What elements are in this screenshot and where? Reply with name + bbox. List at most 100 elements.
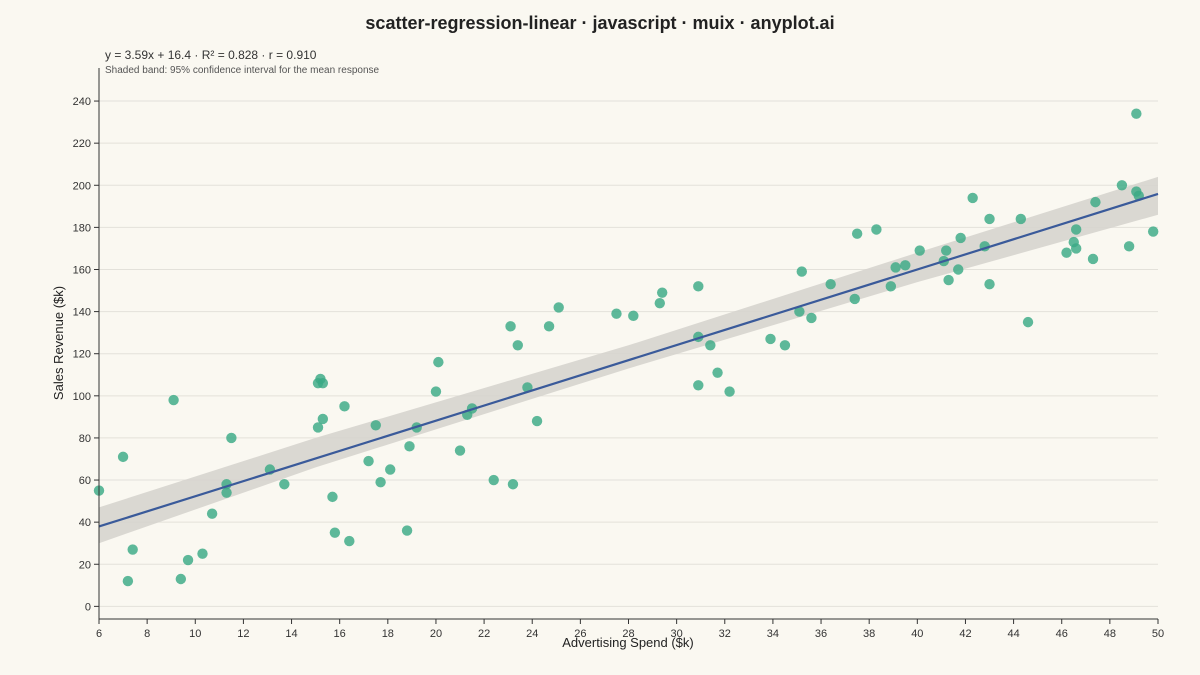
y-tick-label: 120 <box>73 349 91 361</box>
data-point <box>712 367 723 378</box>
x-tick-label: 48 <box>1104 628 1116 640</box>
y-tick-label: 160 <box>73 264 91 276</box>
data-point <box>221 487 232 498</box>
data-point <box>693 380 704 391</box>
x-tick-label: 12 <box>237 628 249 640</box>
data-point <box>543 321 555 332</box>
y-tick-label: 20 <box>79 559 91 571</box>
data-point <box>1022 316 1034 328</box>
x-tick-label: 34 <box>767 628 779 640</box>
regression-annotation: y = 3.59x + 16.4 · R² = 0.828 · r = 0.91… <box>105 48 317 62</box>
data-point <box>553 302 564 313</box>
data-point <box>329 527 341 538</box>
data-point <box>385 464 396 475</box>
data-point <box>1090 196 1101 208</box>
data-point <box>363 455 374 467</box>
data-point <box>1087 253 1099 265</box>
data-point <box>705 340 716 351</box>
data-point <box>226 432 237 444</box>
y-tick-label: 200 <box>73 180 91 192</box>
data-point <box>1015 213 1027 225</box>
x-tick-label: 28 <box>622 628 634 640</box>
data-point <box>182 554 194 566</box>
x-tick-label: 36 <box>815 628 827 640</box>
data-point <box>941 245 952 256</box>
confidence-band-note: Shaded band: 95% confidence interval for… <box>105 65 380 76</box>
data-point <box>317 377 329 389</box>
x-tick-label: 8 <box>144 628 150 640</box>
y-tick-label: 80 <box>79 433 91 445</box>
data-point <box>401 525 413 536</box>
y-tick-label: 100 <box>73 391 91 403</box>
x-axis-title: Advertising Spend ($k) <box>562 635 694 650</box>
x-tick-label: 40 <box>911 628 923 640</box>
x-tick-label: 14 <box>285 628 297 640</box>
data-point <box>175 573 187 585</box>
x-tick-label: 24 <box>526 628 538 640</box>
data-point <box>693 281 704 292</box>
data-point <box>1123 241 1135 252</box>
data-point <box>507 479 519 490</box>
data-point <box>943 274 954 286</box>
data-point <box>197 548 208 559</box>
data-point <box>327 491 338 503</box>
x-tick-label: 26 <box>574 628 586 640</box>
regression-line <box>98 192 1159 528</box>
data-point <box>779 340 791 351</box>
x-tick-label: 10 <box>189 628 201 640</box>
data-point <box>1147 226 1159 237</box>
chart-title: scatter-regression-linear · javascript ·… <box>365 13 835 33</box>
y-axis-title: Sales Revenue ($k) <box>51 286 66 400</box>
data-point <box>724 386 735 397</box>
data-point <box>654 297 665 309</box>
y-tick-label: 60 <box>79 475 91 487</box>
data-point <box>871 224 882 235</box>
data-point <box>967 192 978 204</box>
x-tick-label: 6 <box>96 628 102 640</box>
data-point <box>825 279 836 290</box>
data-point <box>117 451 129 463</box>
data-point <box>1116 180 1128 191</box>
data-point <box>531 415 543 427</box>
data-point <box>1070 224 1082 235</box>
data-point <box>454 445 466 456</box>
data-point <box>900 260 911 271</box>
x-tick-label: 18 <box>382 628 394 640</box>
data-point <box>375 476 386 488</box>
data-point <box>488 474 499 486</box>
x-tick-label: 46 <box>1056 628 1068 640</box>
data-point <box>953 264 964 275</box>
y-tick-label: 0 <box>85 601 91 613</box>
y-tick-label: 240 <box>73 96 91 108</box>
data-point <box>122 575 134 587</box>
data-point <box>127 544 138 555</box>
x-tick-label: 32 <box>719 628 731 640</box>
data-point <box>339 401 350 412</box>
data-point <box>168 394 179 406</box>
data-point <box>206 508 218 519</box>
data-point <box>628 310 639 322</box>
x-tick-label: 16 <box>334 628 346 640</box>
x-tick-label: 30 <box>671 628 683 640</box>
data-point <box>1131 108 1142 119</box>
x-tick-label: 22 <box>478 628 490 640</box>
data-point <box>849 293 860 305</box>
data-point <box>317 413 329 425</box>
x-tick-label: 44 <box>1007 628 1019 640</box>
data-point <box>984 279 995 290</box>
data-point <box>404 441 415 452</box>
y-tick-label: 220 <box>73 138 91 150</box>
axes: 0 20 40 60 80 100 120 140 160 180 200 220 240 6 8 10 12 1… <box>73 68 1164 640</box>
data-point <box>955 232 966 244</box>
data-point <box>279 479 290 490</box>
data-point <box>370 420 381 431</box>
data-point <box>312 422 324 433</box>
data-point <box>794 306 805 317</box>
x-tick-label: 42 <box>959 628 971 640</box>
x-tick-label: 20 <box>430 628 442 640</box>
data-point <box>984 213 995 225</box>
x-tick-label: 38 <box>863 628 875 640</box>
data-point <box>885 281 897 292</box>
data-point <box>505 321 516 332</box>
